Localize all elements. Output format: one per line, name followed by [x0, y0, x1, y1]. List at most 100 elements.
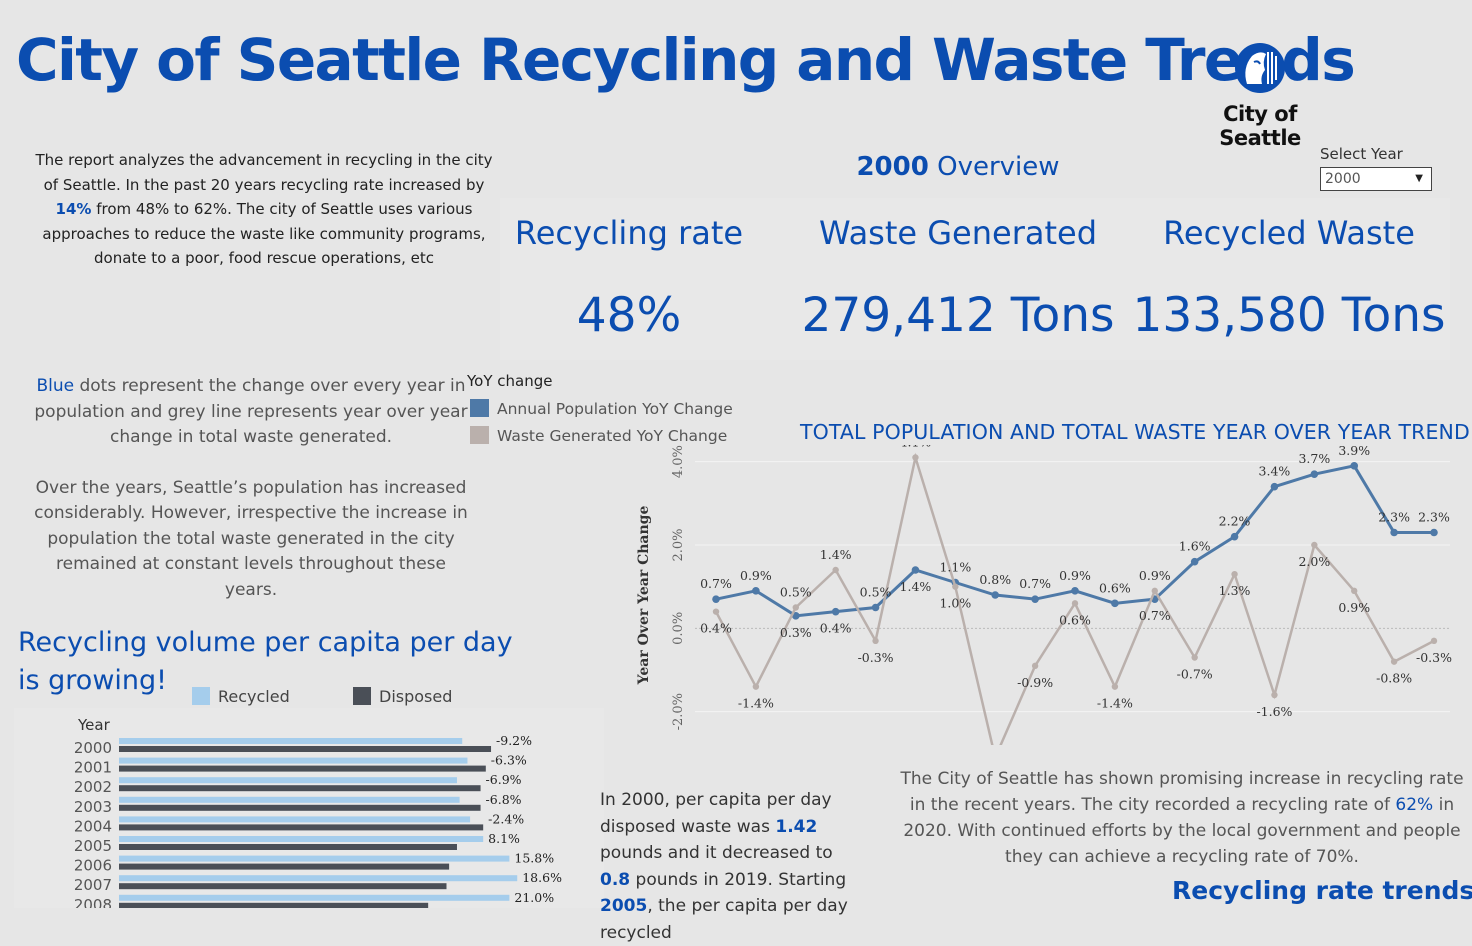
population-data-label: 3.9%: [1338, 445, 1370, 458]
population-point: [1390, 528, 1398, 537]
bar-annotation: 21.0%: [514, 890, 554, 905]
disposed-bar: [119, 785, 481, 792]
population-data-label: 0.5%: [860, 585, 892, 600]
bar-year-label: 2004: [74, 817, 112, 835]
bar-y-axis-title: Year: [77, 716, 111, 734]
y-tick-label: 0.0%: [671, 612, 686, 645]
summary-v1: 62%: [1395, 795, 1434, 815]
chart-description: Blue dots represent the change over ever…: [32, 374, 470, 603]
population-data-label: 1.4%: [900, 579, 932, 594]
waste-point: [1390, 658, 1398, 665]
bar-annotation: -6.8%: [486, 792, 522, 807]
waste-data-label: 4.1%: [900, 445, 932, 450]
y-tick-label: 2.0%: [671, 528, 686, 561]
overview-suffix: Overview: [928, 152, 1060, 182]
bar-annotation: -2.4%: [488, 811, 524, 826]
year-select-value: 2000: [1325, 171, 1361, 187]
population-data-label: 0.8%: [979, 572, 1011, 587]
bar-legend-swatch-recycled: [192, 687, 210, 705]
per-capita-v3: 2005: [600, 896, 648, 916]
population-point: [1230, 532, 1239, 541]
waste-data-label: 0.9%: [1139, 568, 1171, 583]
disposed-bar: [119, 902, 429, 908]
population-point: [712, 595, 720, 603]
bar-chart-title: Recycling volume per capita per day is g…: [18, 627, 513, 696]
kpi-recycling-rate-value: 48%: [576, 288, 682, 343]
bar-year-label: 2002: [74, 778, 112, 796]
yoy-legend-title: YoY change: [467, 372, 553, 390]
population-point: [1071, 587, 1079, 595]
population-data-label: 3.7%: [1298, 451, 1330, 466]
y-tick-label: -2.0%: [671, 693, 686, 730]
population-point: [871, 603, 880, 612]
legend-label-population: Annual Population YoY Change: [497, 400, 733, 418]
recycling-rate-summary: The City of Seattle has shown promising …: [900, 766, 1464, 870]
recycled-bar: [119, 894, 510, 901]
recycling-trend-title: Recycling rate trends: [1172, 876, 1472, 905]
waste-data-label: -1.4%: [738, 696, 774, 711]
seattle-seal-icon: [1235, 43, 1285, 93]
waste-point: [1151, 587, 1158, 595]
bar-annotation: 18.6%: [522, 870, 562, 885]
waste-point: [912, 454, 919, 461]
intro-text: The report analyzes the advancement in r…: [30, 148, 498, 271]
population-data-label: 3.4%: [1259, 464, 1291, 479]
kpi-recycled-waste-label: Recycled Waste: [1163, 214, 1415, 252]
summary-t1: The City of Seattle has shown promising …: [900, 769, 1464, 815]
recycled-bar: [119, 816, 471, 823]
population-data-label: 0.9%: [1059, 568, 1091, 583]
waste-point: [792, 604, 799, 611]
population-point: [1430, 528, 1438, 537]
waste-point: [1191, 654, 1198, 661]
intro-part1: The report analyzes the advancement in r…: [35, 151, 493, 194]
disposed-bar: [119, 883, 447, 890]
waste-point: [1231, 570, 1238, 578]
waste-point: [1031, 662, 1039, 670]
description-p2: Over the years, Seattle’s population has…: [34, 477, 468, 600]
bar-legend-label-disposed: Disposed: [379, 687, 453, 706]
disposed-bar: [119, 765, 486, 772]
legend-item-waste: Waste Generated YoY Change: [470, 426, 727, 445]
year-select[interactable]: 2000 ▼: [1320, 167, 1432, 191]
bar-legend-disposed: Disposed: [353, 687, 452, 706]
waste-data-label: -0.9%: [1017, 675, 1053, 690]
select-year-label: Select Year: [1320, 145, 1403, 163]
bar-annotation: -9.2%: [496, 733, 532, 748]
waste-point: [1271, 691, 1278, 699]
recycled-bar: [119, 777, 457, 784]
waste-data-label: -0.8%: [1376, 671, 1412, 686]
kpi-waste-generated-value: 279,412 Tons: [801, 288, 1115, 343]
legend-swatch-population: [470, 399, 489, 417]
waste-point: [1311, 541, 1318, 549]
bar-year-label: 2006: [74, 857, 112, 875]
population-data-label: 0.9%: [740, 568, 772, 583]
intro-highlight: 14%: [55, 200, 92, 218]
disposed-bar: [119, 844, 457, 850]
y-axis-label: Year Over Year Change: [636, 506, 652, 686]
yoy-line-chart: Year Over Year Change -2.0% 0.0% 2.0% 4.0% 0.…: [636, 445, 1452, 745]
per-capita-v2: 0.8: [600, 869, 631, 890]
population-point: [1270, 482, 1279, 491]
recycled-bar: [119, 757, 468, 764]
waste-data-label: 0.4%: [700, 621, 732, 636]
intro-part2: from 48% to 62%. The city of Seattle use…: [42, 200, 486, 267]
population-data-label: 0.7%: [1019, 576, 1051, 591]
per-capita-t2: pounds and it decreased to: [600, 843, 833, 863]
overview-year: 2000: [856, 152, 929, 182]
population-point: [1350, 462, 1359, 470]
waste-point: [1351, 587, 1358, 595]
per-capita-t3: pounds in 2019. Starting: [630, 869, 847, 890]
disposed-bar: [119, 824, 484, 831]
waste-point: [1430, 637, 1438, 645]
kpi-waste-generated-label: Waste Generated: [818, 214, 1098, 252]
description-blue-word: Blue: [36, 376, 75, 396]
population-point: [911, 566, 920, 574]
recycled-bar: [119, 796, 460, 803]
waste-point: [1071, 600, 1079, 607]
waste-data-label: -0.3%: [1416, 650, 1452, 665]
per-capita-text: In 2000, per capita per day disposed was…: [600, 787, 862, 946]
population-data-label: 0.4%: [820, 621, 852, 636]
bar-year-label: 2008: [74, 896, 112, 908]
waste-point: [872, 637, 879, 645]
recycled-bar: [119, 738, 463, 744]
